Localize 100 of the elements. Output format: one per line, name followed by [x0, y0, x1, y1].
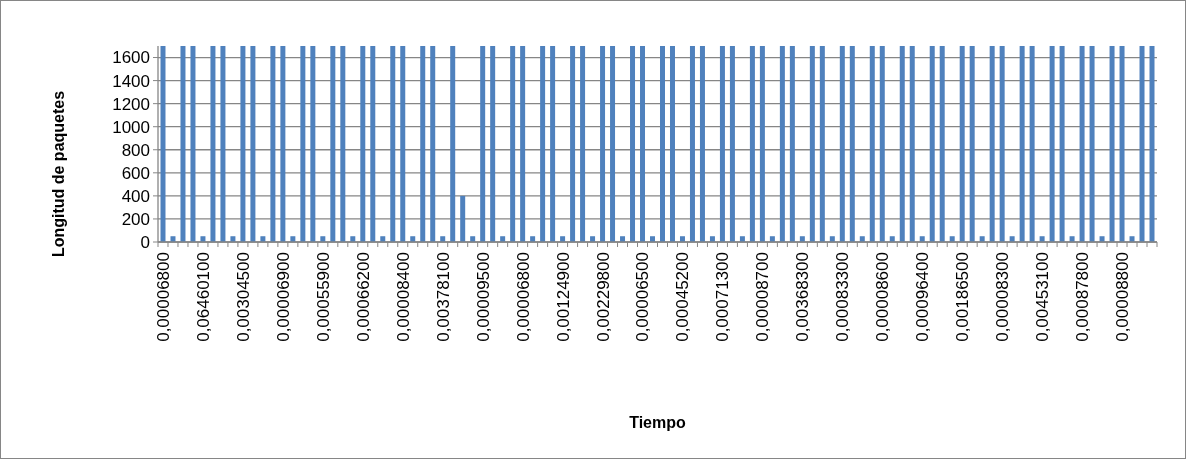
bar	[899, 46, 905, 242]
x-tick-label: 0,00008400	[393, 252, 413, 342]
x-tick-label: 0,00378100	[433, 252, 453, 342]
bar	[969, 46, 975, 242]
x-axis-title: Tiempo	[629, 414, 687, 431]
bar	[959, 46, 965, 242]
bar	[719, 46, 725, 242]
y-axis-title: Longitud de paquetes	[50, 90, 67, 258]
x-tick-label: 0,00008300	[993, 252, 1013, 342]
bar	[270, 46, 276, 242]
bar	[610, 46, 616, 242]
bar	[450, 46, 456, 242]
bar	[360, 46, 366, 242]
bar	[669, 46, 675, 242]
bar	[240, 46, 246, 242]
bar	[1139, 46, 1145, 242]
x-tick-label: 0,00066200	[353, 252, 373, 342]
bar	[819, 46, 825, 242]
bar	[789, 46, 795, 242]
y-tick-label: 1000	[112, 117, 150, 137]
bar	[1109, 46, 1115, 242]
bar	[1029, 46, 1035, 242]
bar	[839, 46, 845, 242]
x-tick-label: 0,00083300	[833, 252, 853, 342]
bar	[190, 46, 196, 242]
x-tick-label: 0,00008800	[1112, 252, 1132, 342]
bar	[749, 46, 755, 242]
bar	[390, 46, 396, 242]
bar	[520, 46, 526, 242]
bar	[1019, 46, 1025, 242]
bar	[779, 46, 785, 242]
bar	[879, 46, 885, 242]
y-tick-label: 0	[140, 232, 150, 252]
x-tick-label: 0,00006900	[273, 252, 293, 342]
bar	[699, 46, 705, 242]
bar	[999, 46, 1005, 242]
bar	[600, 46, 606, 242]
bar	[460, 195, 466, 242]
bar	[1059, 46, 1065, 242]
y-tick-label: 600	[121, 163, 150, 183]
bar	[909, 46, 915, 242]
bar	[1049, 46, 1055, 242]
bar	[540, 46, 546, 242]
bar	[480, 46, 486, 242]
x-tick-label: 0,00304500	[233, 252, 253, 342]
x-tick-label: 0,00045200	[673, 252, 693, 342]
bar	[1119, 46, 1125, 242]
bar	[340, 46, 346, 242]
bar	[490, 46, 496, 242]
bar	[400, 46, 406, 242]
bar	[370, 46, 376, 242]
bar	[180, 46, 186, 242]
bar	[869, 46, 875, 242]
x-tick-label: 0,00008600	[873, 252, 893, 342]
bar	[550, 46, 556, 242]
bar	[640, 46, 646, 242]
x-tick-label: 0,00368300	[793, 252, 813, 342]
bar	[1079, 46, 1085, 242]
bar	[989, 46, 995, 242]
y-tick-label: 800	[121, 140, 150, 160]
bar	[250, 46, 256, 242]
bar	[630, 46, 636, 242]
bar	[300, 46, 306, 242]
y-tick-label: 1200	[112, 94, 150, 114]
y-tick-label: 1400	[112, 71, 150, 91]
bar	[210, 46, 216, 242]
x-tick-label: 0,00006800	[513, 252, 533, 342]
bar	[729, 46, 735, 242]
x-tick-label: 0,00009500	[473, 252, 493, 342]
bar	[420, 46, 426, 242]
x-tick-label: 0,00006500	[633, 252, 653, 342]
x-tick-label: 0,00006800	[153, 252, 173, 342]
x-tick-label: 0,00008700	[753, 252, 773, 342]
y-tick-label: 200	[121, 209, 150, 229]
x-tick-label: 0,06460100	[193, 252, 213, 342]
bar	[759, 46, 765, 242]
bar	[1089, 46, 1095, 242]
x-tick-label: 0,00124900	[553, 252, 573, 342]
y-tick-label: 400	[121, 186, 150, 206]
bar	[929, 46, 935, 242]
bar	[220, 46, 226, 242]
x-tick-label: 0,00055900	[313, 252, 333, 342]
x-tick-label: 0,00096400	[913, 252, 933, 342]
x-tick-label: 0,00229800	[593, 252, 613, 342]
x-tick-label: 0,00186500	[953, 252, 973, 342]
bar	[570, 46, 576, 242]
bar	[1149, 46, 1155, 242]
bar	[280, 46, 286, 242]
x-tick-label: 0,00087800	[1073, 252, 1093, 342]
bar	[849, 46, 855, 242]
bar	[660, 46, 665, 242]
bar	[330, 46, 336, 242]
bar	[689, 46, 695, 242]
y-tick-label: 1600	[112, 48, 150, 68]
bar	[580, 46, 586, 242]
x-tick-label: 0,00071300	[713, 252, 733, 342]
bar	[510, 46, 516, 242]
bar	[939, 46, 945, 242]
bar	[430, 46, 436, 242]
x-tick-label: 0,00453100	[1033, 252, 1053, 342]
